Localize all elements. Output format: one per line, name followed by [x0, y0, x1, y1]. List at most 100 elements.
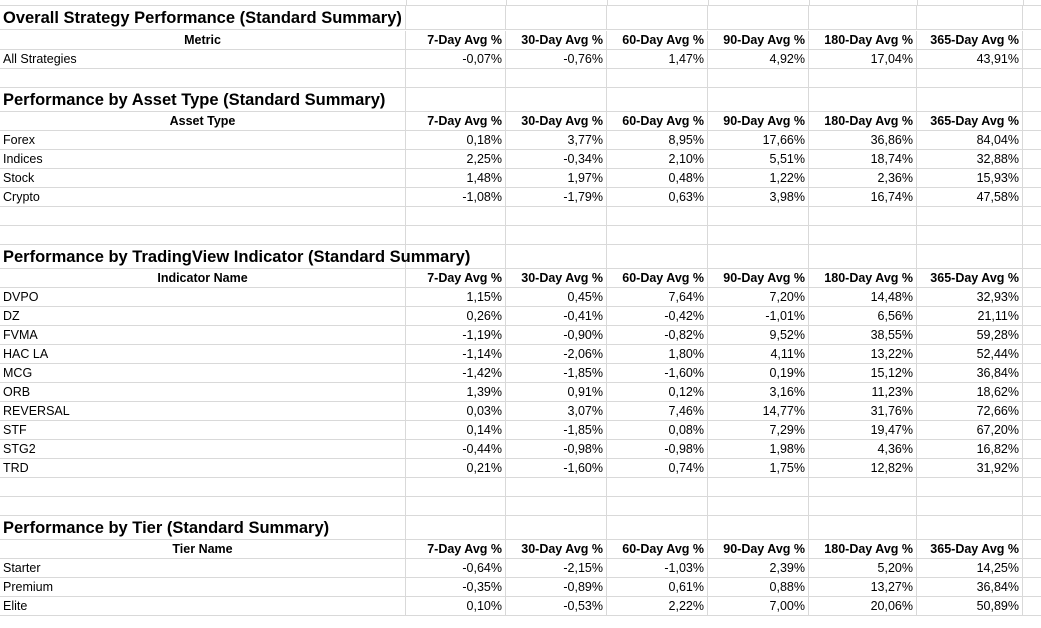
- cell[interactable]: [607, 207, 708, 225]
- column-header[interactable]: 60-Day Avg %: [607, 269, 708, 287]
- row-label[interactable]: Starter: [0, 559, 406, 577]
- value-cell[interactable]: 31,92%: [917, 459, 1023, 477]
- row-label[interactable]: HAC LA: [0, 345, 406, 363]
- cell[interactable]: [406, 6, 506, 29]
- column-header[interactable]: 365-Day Avg %: [917, 540, 1023, 558]
- cell[interactable]: [809, 6, 917, 29]
- value-cell[interactable]: 0,91%: [506, 383, 607, 401]
- row-label[interactable]: Stock: [0, 169, 406, 187]
- cell[interactable]: [1023, 112, 1041, 130]
- row-label[interactable]: STF: [0, 421, 406, 439]
- cell[interactable]: [1023, 188, 1041, 206]
- value-cell[interactable]: 0,26%: [406, 307, 506, 325]
- cell[interactable]: [1023, 69, 1041, 87]
- cell[interactable]: [1023, 326, 1041, 344]
- cell[interactable]: [1023, 540, 1041, 558]
- value-cell[interactable]: 7,29%: [708, 421, 809, 439]
- cell[interactable]: [708, 478, 809, 496]
- value-cell[interactable]: 1,15%: [406, 288, 506, 306]
- value-cell[interactable]: 5,20%: [809, 559, 917, 577]
- value-cell[interactable]: 15,12%: [809, 364, 917, 382]
- cell[interactable]: [0, 88, 406, 111]
- cell[interactable]: [917, 516, 1023, 539]
- value-cell[interactable]: 1,47%: [607, 50, 708, 68]
- cell[interactable]: [1023, 478, 1041, 496]
- cell[interactable]: [0, 245, 406, 268]
- column-header-label[interactable]: Metric: [0, 31, 406, 49]
- cell[interactable]: [406, 478, 506, 496]
- cell[interactable]: [708, 69, 809, 87]
- row-label[interactable]: Crypto: [0, 188, 406, 206]
- cell[interactable]: [1023, 559, 1041, 577]
- value-cell[interactable]: 3,16%: [708, 383, 809, 401]
- value-cell[interactable]: 3,98%: [708, 188, 809, 206]
- value-cell[interactable]: 2,39%: [708, 559, 809, 577]
- value-cell[interactable]: 2,36%: [809, 169, 917, 187]
- row-label[interactable]: REVERSAL: [0, 402, 406, 420]
- value-cell[interactable]: 47,58%: [917, 188, 1023, 206]
- cell[interactable]: [1023, 169, 1041, 187]
- cell[interactable]: [506, 69, 607, 87]
- cell[interactable]: [506, 88, 607, 111]
- cell[interactable]: [0, 478, 406, 496]
- value-cell[interactable]: 0,18%: [406, 131, 506, 149]
- cell[interactable]: [917, 207, 1023, 225]
- value-cell[interactable]: 84,04%: [917, 131, 1023, 149]
- cell[interactable]: [406, 516, 506, 539]
- value-cell[interactable]: 4,36%: [809, 440, 917, 458]
- cell[interactable]: [708, 207, 809, 225]
- cell[interactable]: [1023, 597, 1041, 615]
- value-cell[interactable]: 2,10%: [607, 150, 708, 168]
- value-cell[interactable]: 38,55%: [809, 326, 917, 344]
- cell[interactable]: [0, 69, 406, 87]
- value-cell[interactable]: -1,01%: [708, 307, 809, 325]
- value-cell[interactable]: 9,52%: [708, 326, 809, 344]
- column-header[interactable]: 180-Day Avg %: [809, 540, 917, 558]
- value-cell[interactable]: -0,35%: [406, 578, 506, 596]
- value-cell[interactable]: 0,88%: [708, 578, 809, 596]
- cell[interactable]: [917, 245, 1023, 268]
- row-label[interactable]: ORB: [0, 383, 406, 401]
- value-cell[interactable]: -1,85%: [506, 421, 607, 439]
- value-cell[interactable]: 4,92%: [708, 50, 809, 68]
- value-cell[interactable]: -0,98%: [607, 440, 708, 458]
- cell[interactable]: [0, 516, 406, 539]
- cell[interactable]: [809, 516, 917, 539]
- value-cell[interactable]: -0,90%: [506, 326, 607, 344]
- value-cell[interactable]: 36,86%: [809, 131, 917, 149]
- cell[interactable]: [917, 226, 1023, 244]
- cell[interactable]: [506, 497, 607, 515]
- value-cell[interactable]: 1,80%: [607, 345, 708, 363]
- value-cell[interactable]: -2,06%: [506, 345, 607, 363]
- value-cell[interactable]: 36,84%: [917, 364, 1023, 382]
- cell[interactable]: [809, 69, 917, 87]
- cell[interactable]: [607, 69, 708, 87]
- cell[interactable]: [1023, 402, 1041, 420]
- row-label[interactable]: DVPO: [0, 288, 406, 306]
- value-cell[interactable]: 11,23%: [809, 383, 917, 401]
- value-cell[interactable]: -1,85%: [506, 364, 607, 382]
- cell[interactable]: [506, 226, 607, 244]
- column-header[interactable]: 30-Day Avg %: [506, 112, 607, 130]
- value-cell[interactable]: 0,21%: [406, 459, 506, 477]
- cell[interactable]: [708, 516, 809, 539]
- cell[interactable]: [1023, 440, 1041, 458]
- value-cell[interactable]: 5,51%: [708, 150, 809, 168]
- row-label[interactable]: Forex: [0, 131, 406, 149]
- cell[interactable]: [0, 6, 406, 29]
- row-label[interactable]: TRD: [0, 459, 406, 477]
- value-cell[interactable]: 15,93%: [917, 169, 1023, 187]
- cell[interactable]: [809, 245, 917, 268]
- value-cell[interactable]: 7,00%: [708, 597, 809, 615]
- value-cell[interactable]: 1,75%: [708, 459, 809, 477]
- cell[interactable]: [1023, 50, 1041, 68]
- value-cell[interactable]: 14,25%: [917, 559, 1023, 577]
- cell[interactable]: [406, 207, 506, 225]
- cell[interactable]: [506, 6, 607, 29]
- column-header[interactable]: 60-Day Avg %: [607, 540, 708, 558]
- value-cell[interactable]: -1,03%: [607, 559, 708, 577]
- value-cell[interactable]: 0,74%: [607, 459, 708, 477]
- value-cell[interactable]: 13,22%: [809, 345, 917, 363]
- row-label[interactable]: STG2: [0, 440, 406, 458]
- value-cell[interactable]: -0,82%: [607, 326, 708, 344]
